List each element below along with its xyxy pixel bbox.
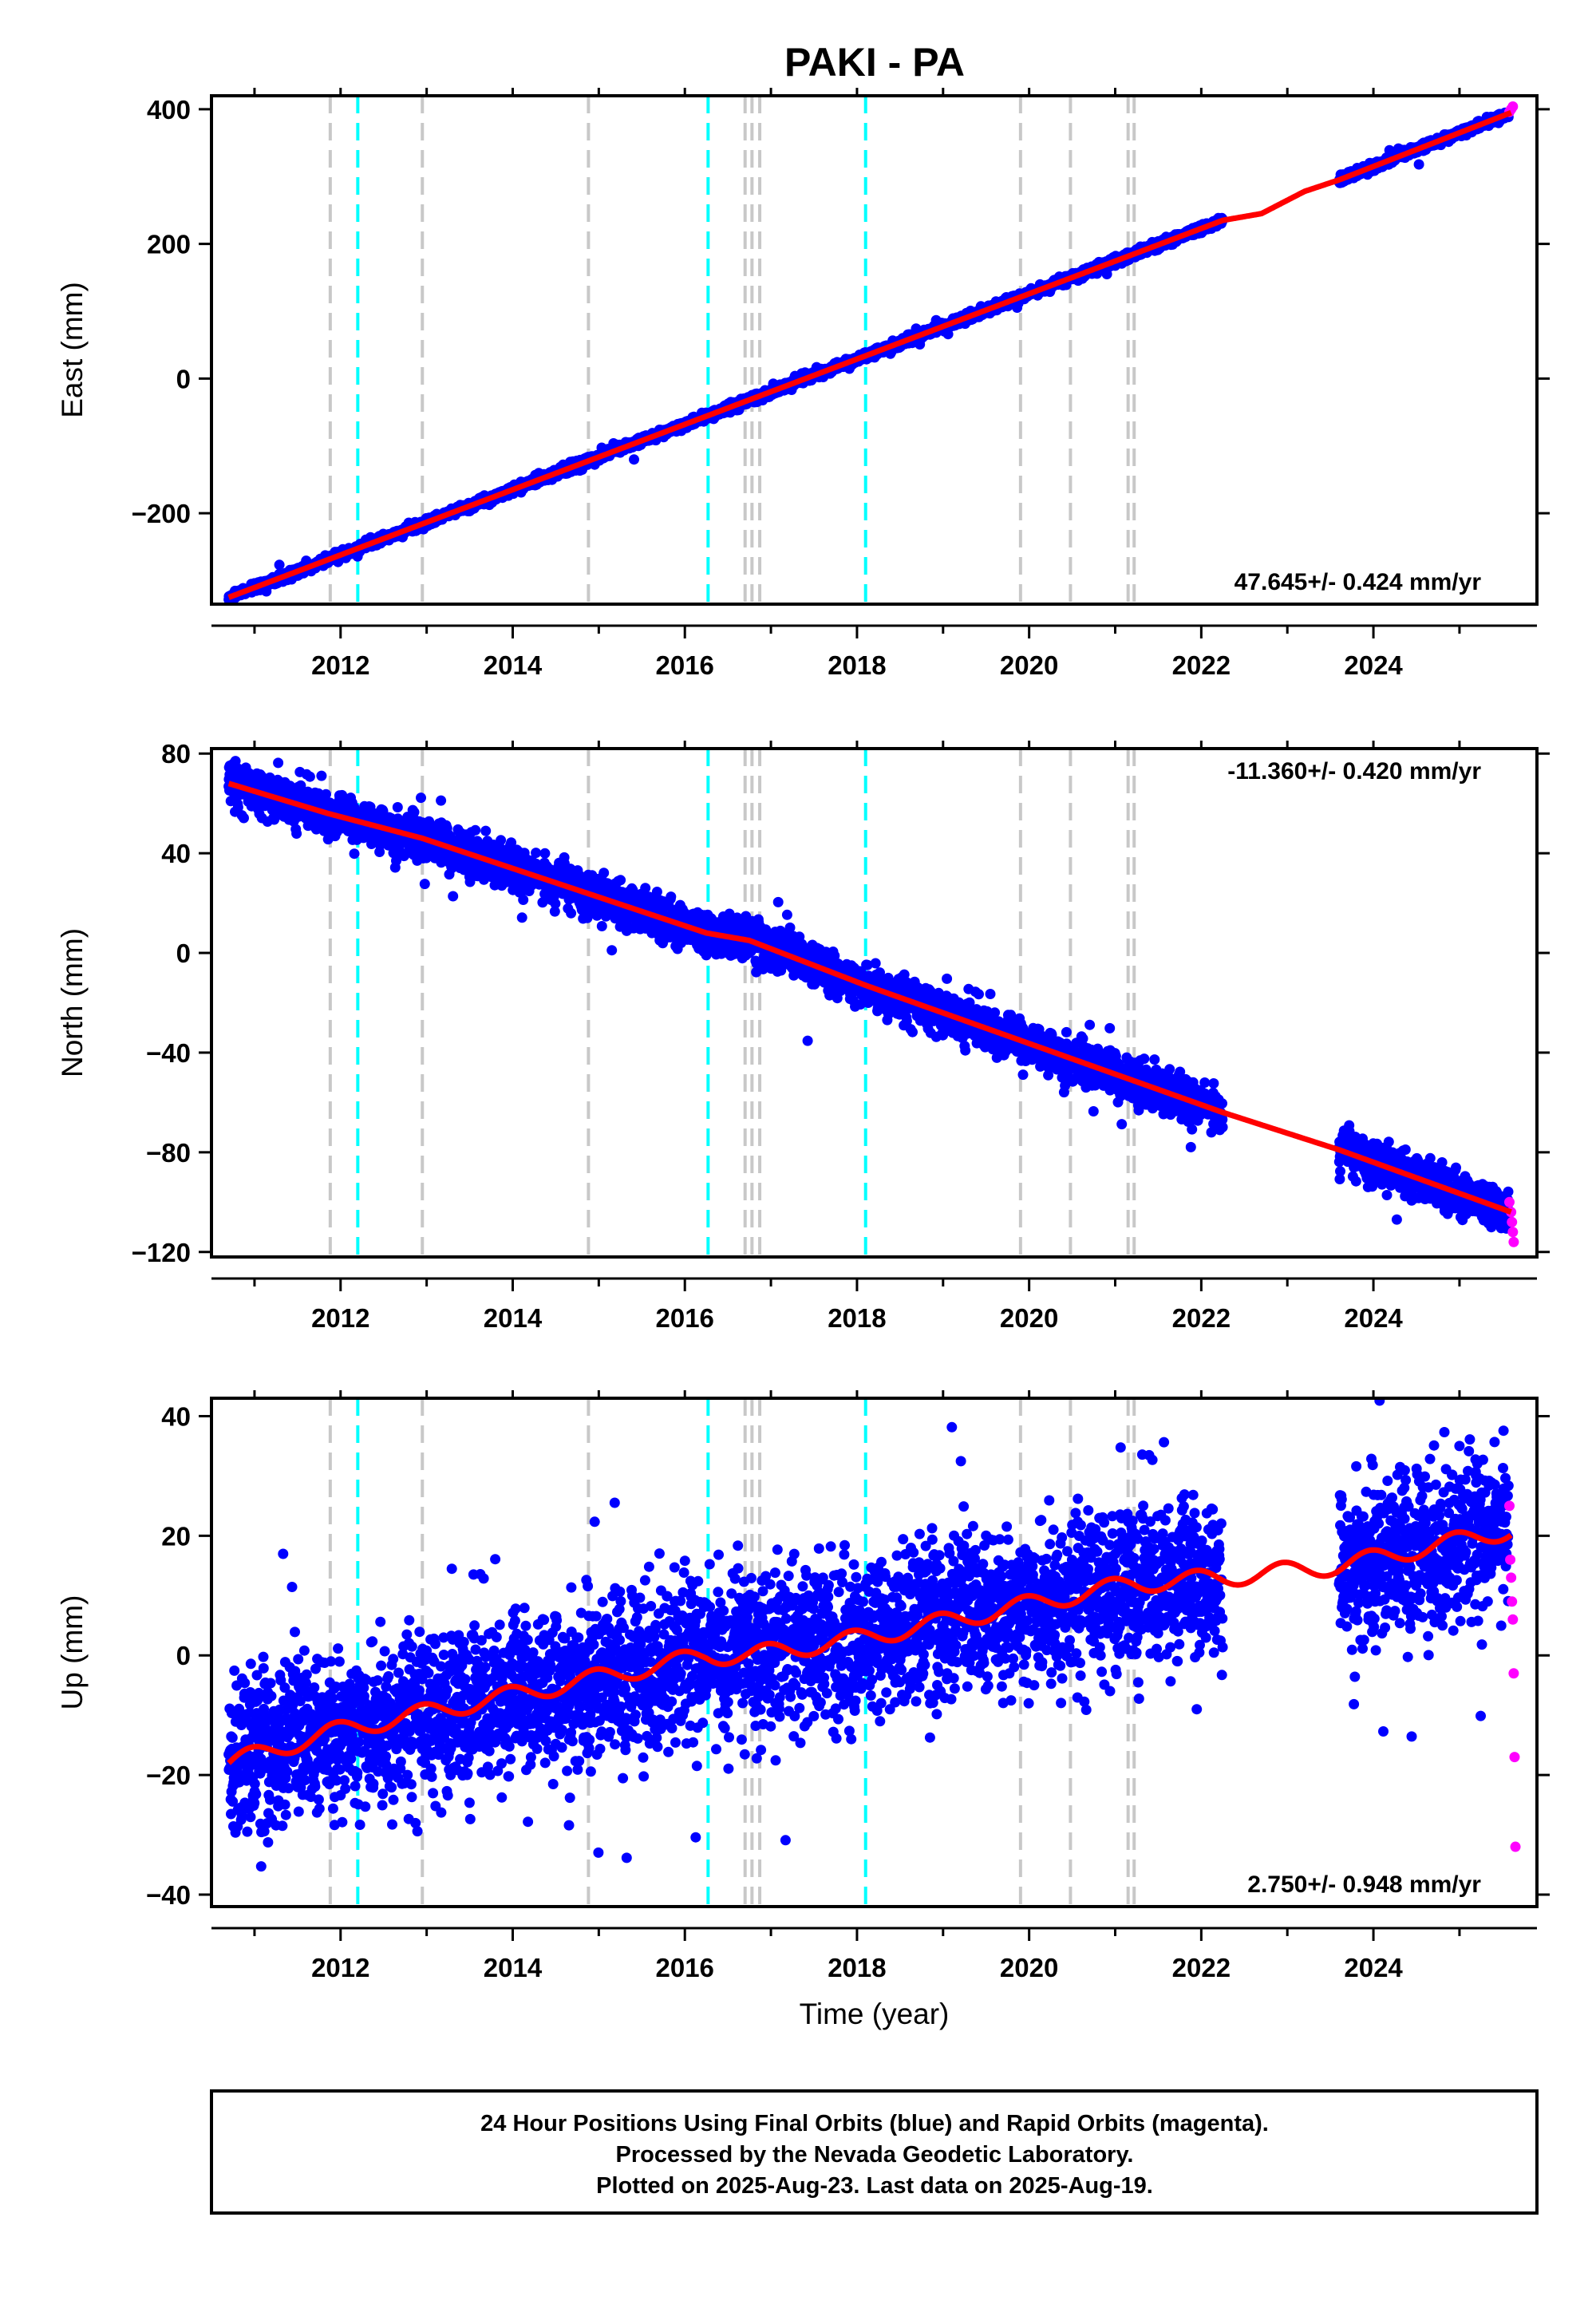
east-x-tick-label: 2024 xyxy=(1344,650,1403,680)
east-panel: 2012 2014 2016 2018 2020 2022 2024 −200 0 200 400 E… xyxy=(56,88,1550,680)
figure-title: PAKI - PA xyxy=(784,40,965,85)
east-rapid-point-2 xyxy=(1507,101,1519,112)
east-y-tick-label: 0 xyxy=(176,364,191,393)
north-point xyxy=(239,812,249,824)
east-plot-area xyxy=(223,96,1519,604)
north-point xyxy=(316,770,327,781)
north-panel: 2012 2014 2016 2018 2020 2022 2024−120−80−4004… xyxy=(56,739,1550,1333)
north-point xyxy=(273,757,284,769)
east-point xyxy=(1413,159,1424,170)
north-point xyxy=(304,771,315,782)
east-x-tick-label: 2014 xyxy=(484,650,543,680)
east-x-tick-label: 2012 xyxy=(311,650,369,680)
north-plot-area xyxy=(223,749,1519,1257)
east-y-tick-label: −200 xyxy=(132,499,191,528)
east-point xyxy=(629,454,639,465)
east-rate-label: 47.645+/- 0.424 mm/yr xyxy=(1235,569,1482,595)
east-y-tick-label: 400 xyxy=(147,95,191,124)
east-y-tick-label: 200 xyxy=(147,230,191,259)
east-x-tick-label: 2020 xyxy=(1000,650,1058,680)
east-x-tick-label: 2016 xyxy=(656,650,714,680)
east-point xyxy=(274,559,285,571)
north-final-orbit-points xyxy=(223,756,1514,1234)
east-x-tick-label: 2018 xyxy=(828,650,886,680)
east-y-axis-label: East (mm) xyxy=(56,282,89,418)
north-point xyxy=(291,828,302,839)
east-x-tick-label: 2022 xyxy=(1172,650,1231,680)
north-point xyxy=(349,848,360,860)
